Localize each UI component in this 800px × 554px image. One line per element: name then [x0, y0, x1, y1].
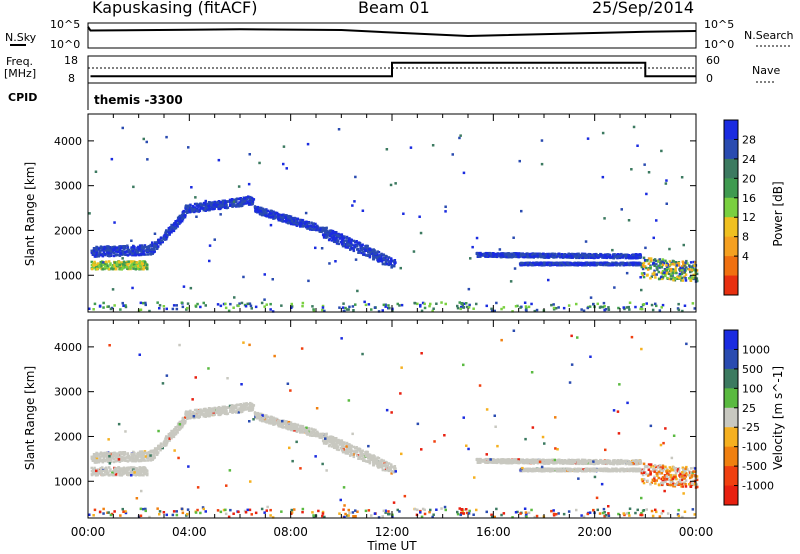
- y-tick-label: 1000: [54, 269, 82, 282]
- y-tick-label: 3000: [54, 180, 82, 193]
- power-y-label: Slant Range [km]: [23, 162, 37, 266]
- power-scatter-data: [88, 125, 699, 313]
- colorbar-tick-label: -1000: [742, 480, 774, 493]
- noise-left-label: N.Sky: [5, 31, 37, 44]
- colorbar-tick-label: -25: [742, 421, 760, 434]
- noise-right-tick-bottom: 10^0: [704, 38, 734, 51]
- colorbar-tick-label: 12: [742, 211, 756, 224]
- x-tick-label: 20:00: [577, 525, 612, 539]
- freq-right-tick-bottom: 0: [706, 72, 713, 85]
- cpid-value: themis -3300: [94, 93, 183, 107]
- noise-left-tick-top: 10^5: [50, 18, 80, 31]
- colorbar-tick-label: -500: [742, 460, 767, 473]
- y-tick-label: 4000: [54, 341, 82, 354]
- noise-sky-line: [87, 26, 697, 38]
- colorbar-tick-label: -100: [742, 441, 767, 454]
- colorbar-tick-label: 8: [742, 231, 749, 244]
- velocity-panel: 1000 2000 3000 4000 Slant Range [km] 1000 50…: [23, 319, 785, 553]
- freq-line: [90, 61, 696, 78]
- colorbar-tick-label: 100: [742, 382, 763, 395]
- power-colorbar: 28 24 20 16 12 8 4: [723, 119, 756, 296]
- colorbar-tick-label: 20: [742, 172, 756, 185]
- freq-panel: Freq. [MHz] 18 8 60 0 Nave: [4, 54, 780, 85]
- x-tick-label: 16:00: [476, 525, 511, 539]
- y-tick-label: 2000: [54, 430, 82, 443]
- freq-label-bottom: [MHz]: [4, 67, 36, 80]
- colorbar-tick-label: 25: [742, 402, 756, 415]
- noise-panel: N.Sky 10^5 10^0 10^5 10^0 N.Search: [5, 18, 794, 51]
- freq-left-tick-top: 18: [64, 54, 78, 67]
- velocity-colorbar: 1000 500 100 25 -25 -100 -500 -1000: [723, 329, 774, 506]
- y-tick-label: 4000: [54, 135, 82, 148]
- colorbar-tick-label: 4: [742, 250, 749, 263]
- beam-title: Beam 01: [358, 0, 430, 17]
- velocity-colorbar-label: Velocity [m s^-1]: [771, 366, 785, 470]
- nave-label: Nave: [752, 64, 780, 77]
- x-tick-label: 00:00: [71, 525, 106, 539]
- station-title: Kapuskasing (fitACF): [92, 0, 258, 17]
- y-tick-label: 2000: [54, 224, 82, 237]
- noise-right-label: N.Search: [744, 29, 794, 42]
- freq-label-top: Freq.: [6, 55, 33, 68]
- power-colorbar-label: Power [dB]: [771, 181, 785, 246]
- date-title: 25/Sep/2014: [592, 0, 695, 17]
- cpid-label: CPID: [8, 91, 37, 104]
- x-axis-label: Time UT: [366, 539, 417, 553]
- freq-right-tick-top: 60: [706, 54, 720, 67]
- power-panel: 1000 2000 3000 4000 Slant Range [km] 28 24 20…: [23, 113, 785, 313]
- x-tick-label: 00:00: [679, 525, 714, 539]
- colorbar-tick-label: 1000: [742, 343, 770, 356]
- noise-left-tick-bottom: 10^0: [50, 38, 80, 51]
- colorbar-tick-label: 24: [742, 153, 756, 166]
- noise-right-tick-top: 10^5: [704, 18, 734, 31]
- y-tick-label: 3000: [54, 386, 82, 399]
- colorbar-tick-label: 500: [742, 363, 763, 376]
- velocity-y-label: Slant Range [km]: [23, 366, 37, 470]
- colorbar-tick-label: 16: [742, 192, 756, 205]
- x-tick-label: 04:00: [172, 525, 207, 539]
- velocity-scatter-data: [88, 329, 699, 519]
- x-tick-label: 08:00: [273, 525, 308, 539]
- colorbar-tick-label: 28: [742, 133, 756, 146]
- y-tick-label: 1000: [54, 475, 82, 488]
- x-tick-label: 12:00: [375, 525, 410, 539]
- freq-left-tick-bottom: 8: [68, 72, 75, 85]
